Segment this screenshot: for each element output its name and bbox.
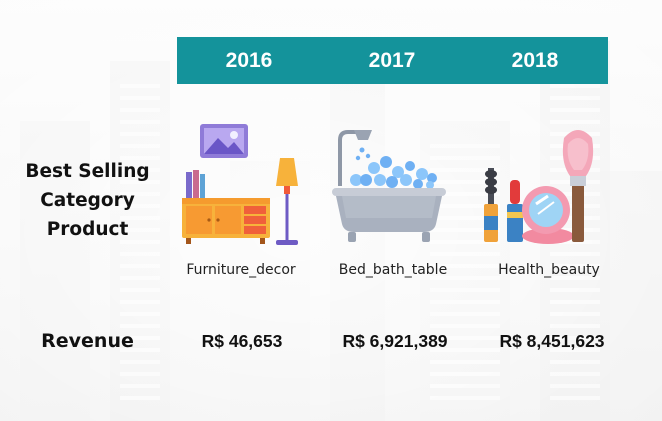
label-line-2: Category: [40, 190, 135, 211]
revenue-2016: R$ 46,653: [201, 331, 283, 351]
category-2018: Health_beauty: [498, 262, 600, 278]
bathtub-icon: [332, 130, 446, 242]
cosmetics-icon: [484, 130, 594, 244]
revenue-2018: R$ 8,451,623: [499, 331, 605, 351]
category-2016: Furniture_decor: [186, 262, 296, 278]
category-2017: Bed_bath_table: [338, 262, 448, 278]
year-header-bar: [177, 37, 608, 84]
furniture-decor-icon: [182, 124, 298, 245]
revenue-2017: R$ 6,921,389: [342, 331, 448, 351]
label-line-1: Best Selling: [25, 161, 150, 182]
year-2016: 2016: [225, 49, 273, 72]
label-line-3: Product: [46, 219, 129, 240]
revenue-label: Revenue: [41, 330, 134, 352]
year-2017: 2017: [368, 49, 416, 72]
year-2018: 2018: [511, 49, 559, 72]
best-selling-category-label: Best Selling Category Product: [10, 157, 165, 244]
